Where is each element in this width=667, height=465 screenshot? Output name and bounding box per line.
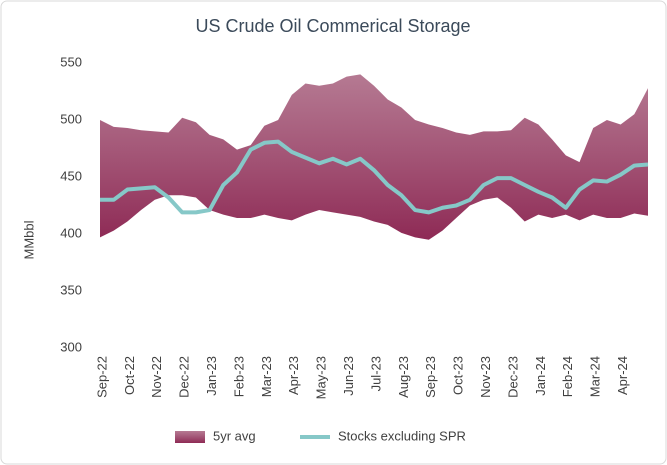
- x-tick-label: Aug-23: [396, 356, 411, 398]
- legend-label: 5yr avg: [213, 428, 256, 443]
- y-tick-label: 400: [60, 225, 82, 240]
- y-tick-label: 450: [60, 168, 82, 183]
- y-tick-label: 350: [60, 282, 82, 297]
- x-tick-label: Apr-24: [615, 356, 630, 395]
- x-tick-label: Feb-24: [560, 356, 575, 397]
- x-tick-label: Feb-23: [231, 356, 246, 397]
- x-tick-label: Jan-23: [204, 356, 219, 396]
- range-area: [100, 74, 648, 240]
- legend-swatch: [175, 431, 205, 443]
- x-tick-label: Sep-23: [423, 356, 438, 398]
- x-tick-label: May-23: [314, 356, 329, 399]
- x-tick-label: Jan-24: [533, 356, 548, 396]
- x-tick-label: Dec-23: [505, 356, 520, 398]
- x-tick-label: Apr-23: [286, 356, 301, 395]
- x-tick-label: Nov-23: [478, 356, 493, 398]
- x-tick-label: Oct-22: [122, 356, 137, 395]
- x-tick-label: Jul-23: [368, 356, 383, 391]
- chart-title: US Crude Oil Commerical Storage: [195, 16, 470, 36]
- x-tick-label: Oct-23: [451, 356, 466, 395]
- y-tick-label: 550: [60, 54, 82, 69]
- line: [100, 139, 649, 215]
- x-tick-label: Mar-24: [588, 356, 603, 397]
- x-tick-label: Nov-22: [149, 356, 164, 398]
- x-tick-label: Mar-23: [259, 356, 274, 397]
- y-axis-label: MMbbl: [21, 220, 36, 259]
- x-tick-label: Jun-23: [341, 356, 356, 396]
- x-tick-label: Sep-22: [94, 356, 109, 398]
- legend-label: Stocks excluding SPR: [338, 428, 466, 443]
- x-tick-label: Dec-22: [177, 356, 192, 398]
- y-tick-label: 300: [60, 339, 82, 354]
- y-tick-label: 500: [60, 111, 82, 126]
